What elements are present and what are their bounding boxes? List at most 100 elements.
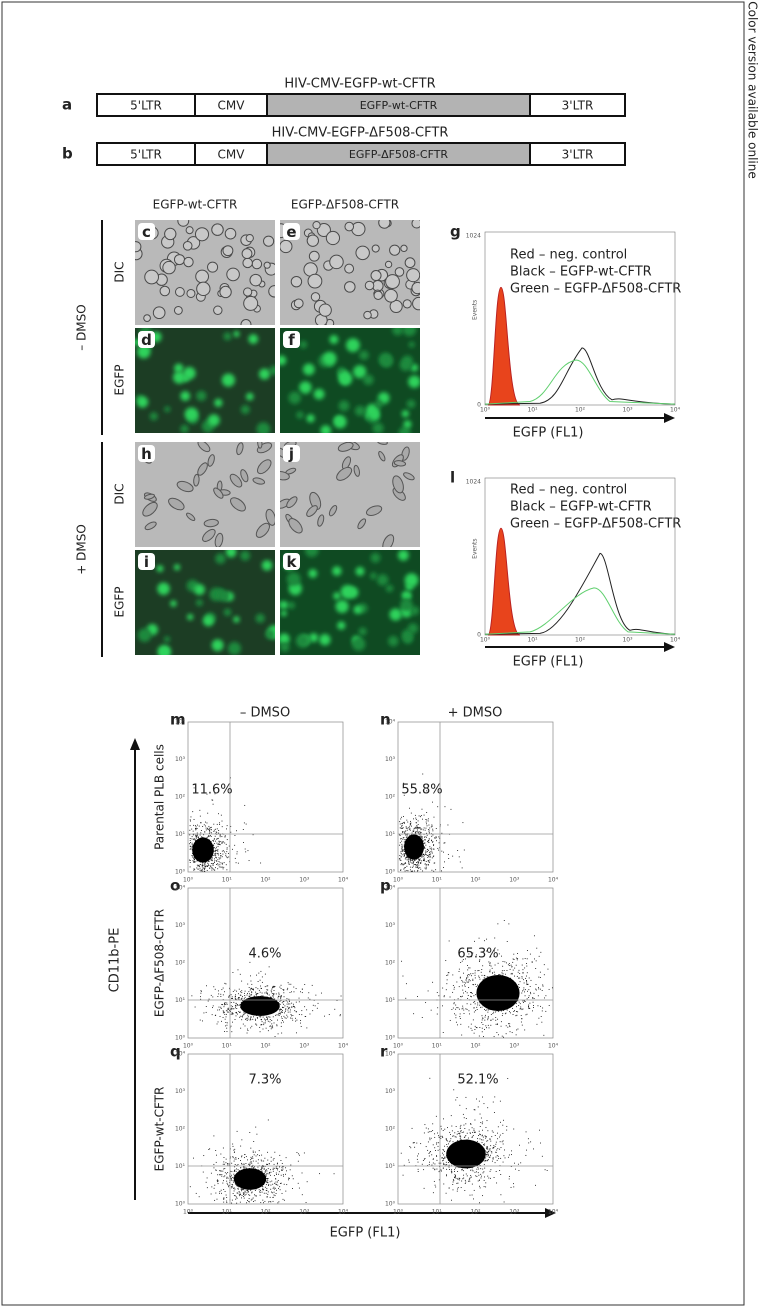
cell	[153, 307, 165, 319]
event-dot	[271, 1181, 272, 1182]
event-dot	[422, 774, 423, 775]
event-dot	[485, 1182, 486, 1183]
event-dot	[404, 867, 405, 868]
event-dot	[480, 1007, 481, 1008]
event-dot	[481, 1176, 482, 1177]
event-dot	[446, 1175, 447, 1176]
event-dot	[266, 1028, 267, 1029]
event-dot	[227, 1022, 228, 1023]
cell	[320, 425, 331, 436]
event-dot	[420, 869, 421, 870]
event-dot	[453, 1189, 454, 1190]
x-tick-label: 10¹	[222, 1043, 233, 1050]
event-dot	[226, 828, 227, 829]
event-dot	[232, 1200, 233, 1201]
event-dot	[281, 1026, 282, 1027]
event-dot	[436, 1169, 437, 1170]
event-dot	[283, 1016, 284, 1017]
group-label: – DMSO	[75, 304, 89, 350]
event-dot	[287, 1002, 288, 1003]
event-dot	[217, 851, 218, 852]
event-dot	[508, 1157, 509, 1158]
event-dot	[419, 827, 420, 828]
event-dot	[451, 809, 452, 810]
event-dot	[292, 1188, 293, 1189]
event-dot	[502, 1141, 503, 1142]
event-dot	[437, 1160, 438, 1161]
event-dot	[265, 1022, 266, 1023]
event-dot	[434, 1169, 435, 1170]
event-dot	[193, 1158, 194, 1159]
event-dot	[237, 1131, 238, 1132]
event-dot	[448, 858, 449, 859]
event-dot	[227, 1012, 228, 1013]
event-dot	[488, 1151, 489, 1152]
event-dot	[503, 1162, 504, 1163]
event-dot	[262, 993, 263, 994]
event-dot	[228, 1009, 229, 1010]
event-dot	[487, 1176, 488, 1177]
event-dot	[253, 834, 254, 835]
panel-letter: l	[450, 469, 455, 487]
event-dot	[449, 1132, 450, 1133]
event-dot	[219, 866, 220, 867]
event-dot	[526, 1131, 527, 1132]
event-dot	[503, 961, 504, 962]
event-dot	[476, 1169, 477, 1170]
event-dot	[432, 826, 433, 827]
event-dot	[402, 864, 403, 865]
event-dot	[432, 835, 433, 836]
event-dot	[268, 1201, 269, 1202]
event-dot	[194, 838, 195, 839]
event-dot	[446, 1157, 447, 1158]
event-dot	[402, 850, 403, 851]
event-dot	[548, 969, 549, 970]
event-dot	[212, 858, 213, 859]
event-dot	[542, 1010, 543, 1011]
event-dot	[224, 837, 225, 838]
event-dot	[256, 993, 257, 994]
event-dot	[217, 1180, 218, 1181]
event-dot	[482, 1031, 483, 1032]
legend-entry: Green – EGFP-ΔF508-CFTR	[510, 282, 681, 297]
event-dot	[231, 1008, 232, 1009]
x-tick-label: 10¹	[432, 1209, 443, 1216]
event-dot	[493, 1148, 494, 1149]
event-dot	[255, 1152, 256, 1153]
event-dot	[324, 1016, 325, 1017]
event-dot	[285, 1017, 286, 1018]
event-dot	[480, 1122, 481, 1123]
event-dot	[267, 985, 268, 986]
event-dot	[190, 838, 191, 839]
event-dot	[232, 1012, 233, 1013]
cell	[330, 255, 343, 268]
event-dot	[206, 830, 207, 831]
event-dot	[208, 861, 209, 862]
event-dot	[276, 1193, 277, 1194]
event-dot	[236, 1197, 237, 1198]
event-dot	[479, 1131, 480, 1132]
event-dot	[429, 838, 430, 839]
event-dot	[234, 990, 235, 991]
cell	[144, 315, 151, 322]
event-dot	[221, 855, 222, 856]
event-dot	[526, 976, 527, 977]
event-dot	[220, 862, 221, 863]
event-dot	[190, 819, 191, 820]
y-tick-label: 10¹	[175, 1163, 186, 1170]
x-tick-label: 10⁴	[670, 407, 681, 414]
event-dot	[205, 826, 206, 827]
event-dot	[513, 1011, 514, 1012]
event-dot	[423, 1169, 424, 1170]
event-dot	[495, 1012, 496, 1013]
event-dot	[403, 816, 404, 817]
event-dot	[479, 1202, 480, 1203]
event-dot	[456, 982, 457, 983]
event-dot	[269, 1173, 270, 1174]
event-dot	[243, 1166, 244, 1167]
cell	[372, 245, 379, 252]
event-dot	[216, 847, 217, 848]
event-dot	[283, 1007, 284, 1008]
event-dot	[268, 1021, 269, 1022]
event-dot	[235, 998, 236, 999]
